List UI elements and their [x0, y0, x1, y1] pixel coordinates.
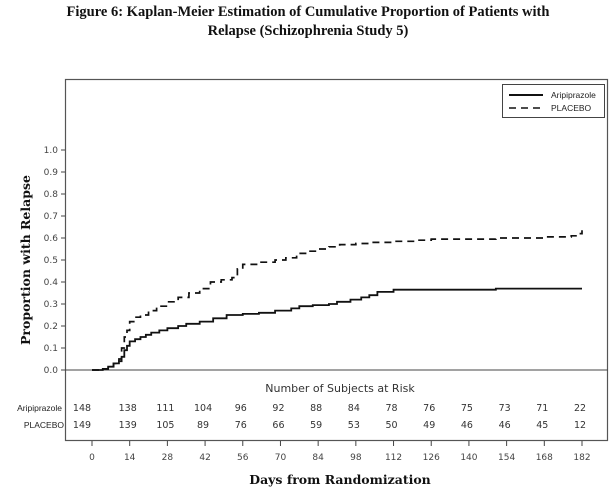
series-line-placebo	[92, 230, 583, 371]
risk-count: 71	[536, 403, 548, 414]
risk-count: 46	[499, 420, 511, 431]
x-tick-label: 14	[124, 453, 136, 463]
figure-title-line-1: Figure 6: Kaplan-Meier Estimation of Cum…	[66, 4, 550, 20]
legend-label-placebo: PLACEBO	[551, 103, 592, 113]
risk-count: 50	[385, 420, 397, 431]
x-tick-label: 42	[199, 453, 210, 463]
risk-count: 148	[73, 403, 91, 414]
y-tick-label: 0.5	[44, 256, 58, 266]
risk-count: 75	[461, 403, 473, 414]
risk-count: 66	[272, 420, 284, 431]
risk-count: 92	[272, 403, 284, 414]
risk-count: 149	[73, 420, 91, 431]
risk-count: 96	[235, 403, 247, 414]
risk-count: 53	[348, 420, 360, 431]
y-tick-label: 0.8	[44, 190, 59, 200]
risk-count: 111	[156, 403, 174, 414]
x-axis-ticks: 0 14 28 42 56 70 84 98 112 126 140 154 168 182	[89, 441, 591, 463]
y-tick-label: 0.0	[44, 366, 59, 376]
x-tick-label: 126	[423, 453, 440, 463]
x-tick-label: 140	[460, 453, 477, 463]
risk-count: 105	[156, 420, 174, 431]
figure-title-line-2: Relapse (Schizophrenia Study 5)	[207, 23, 409, 39]
x-tick-label: 168	[536, 453, 553, 463]
x-tick-label: 112	[385, 453, 402, 463]
y-tick-label: 0.6	[44, 234, 59, 244]
y-axis-title: Proportion with Relapse	[18, 175, 33, 345]
risk-count: 73	[499, 403, 511, 414]
y-axis-ticks: 0.0 0.1 0.2 0.3 0.4 0.5 0.6 0.7 0.8 0.9 1.0	[44, 146, 65, 376]
risk-count: 22	[574, 403, 586, 414]
x-tick-label: 28	[162, 453, 174, 463]
x-tick-label: 154	[498, 453, 515, 463]
legend: Aripiprazole PLACEBO	[502, 84, 605, 118]
risk-count: 139	[119, 420, 137, 431]
risk-row-label: Aripiprazole	[17, 403, 62, 413]
x-tick-label: 0	[89, 453, 95, 463]
risk-table-title: Number of Subjects at Risk	[265, 382, 415, 395]
legend-box	[502, 84, 605, 118]
plot-frame	[64, 78, 609, 442]
x-tick-label: 84	[312, 453, 324, 463]
y-tick-label: 0.1	[44, 344, 58, 354]
figure-title: Figure 6: Kaplan-Meier Estimation of Cum…	[0, 3, 616, 41]
y-tick-label: 0.9	[44, 168, 59, 178]
risk-count: 138	[119, 403, 137, 414]
risk-row-label: PLACEBO	[24, 420, 65, 430]
x-tick-label: 98	[350, 453, 362, 463]
risk-count: 84	[348, 403, 360, 414]
series-layer	[92, 230, 583, 371]
x-axis-title: Days from Randomization	[249, 472, 431, 487]
x-tick-label: 56	[237, 453, 249, 463]
risk-count: 59	[310, 420, 322, 431]
risk-count: 76	[235, 420, 247, 431]
risk-count: 45	[536, 420, 548, 431]
series-line-aripiprazole	[92, 287, 582, 371]
y-tick-label: 0.4	[44, 278, 59, 288]
y-tick-label: 0.2	[44, 322, 58, 332]
y-tick-label: 0.3	[44, 300, 58, 310]
legend-label-aripiprazole: Aripiprazole	[551, 90, 596, 100]
x-tick-label: 182	[573, 453, 590, 463]
risk-count: 49	[423, 420, 435, 431]
y-tick-label: 1.0	[44, 146, 59, 156]
risk-count: 88	[310, 403, 322, 414]
y-tick-label: 0.7	[44, 212, 58, 222]
risk-count: 78	[385, 403, 397, 414]
risk-count: 76	[423, 403, 435, 414]
risk-table: Aripiprazole 148 138 111 104 96 92 88 84 78 76 75 73…	[17, 403, 586, 431]
risk-count: 46	[461, 420, 473, 431]
risk-count: 89	[197, 420, 209, 431]
risk-count: 12	[574, 420, 586, 431]
x-tick-label: 70	[275, 453, 287, 463]
risk-count: 104	[194, 403, 212, 414]
